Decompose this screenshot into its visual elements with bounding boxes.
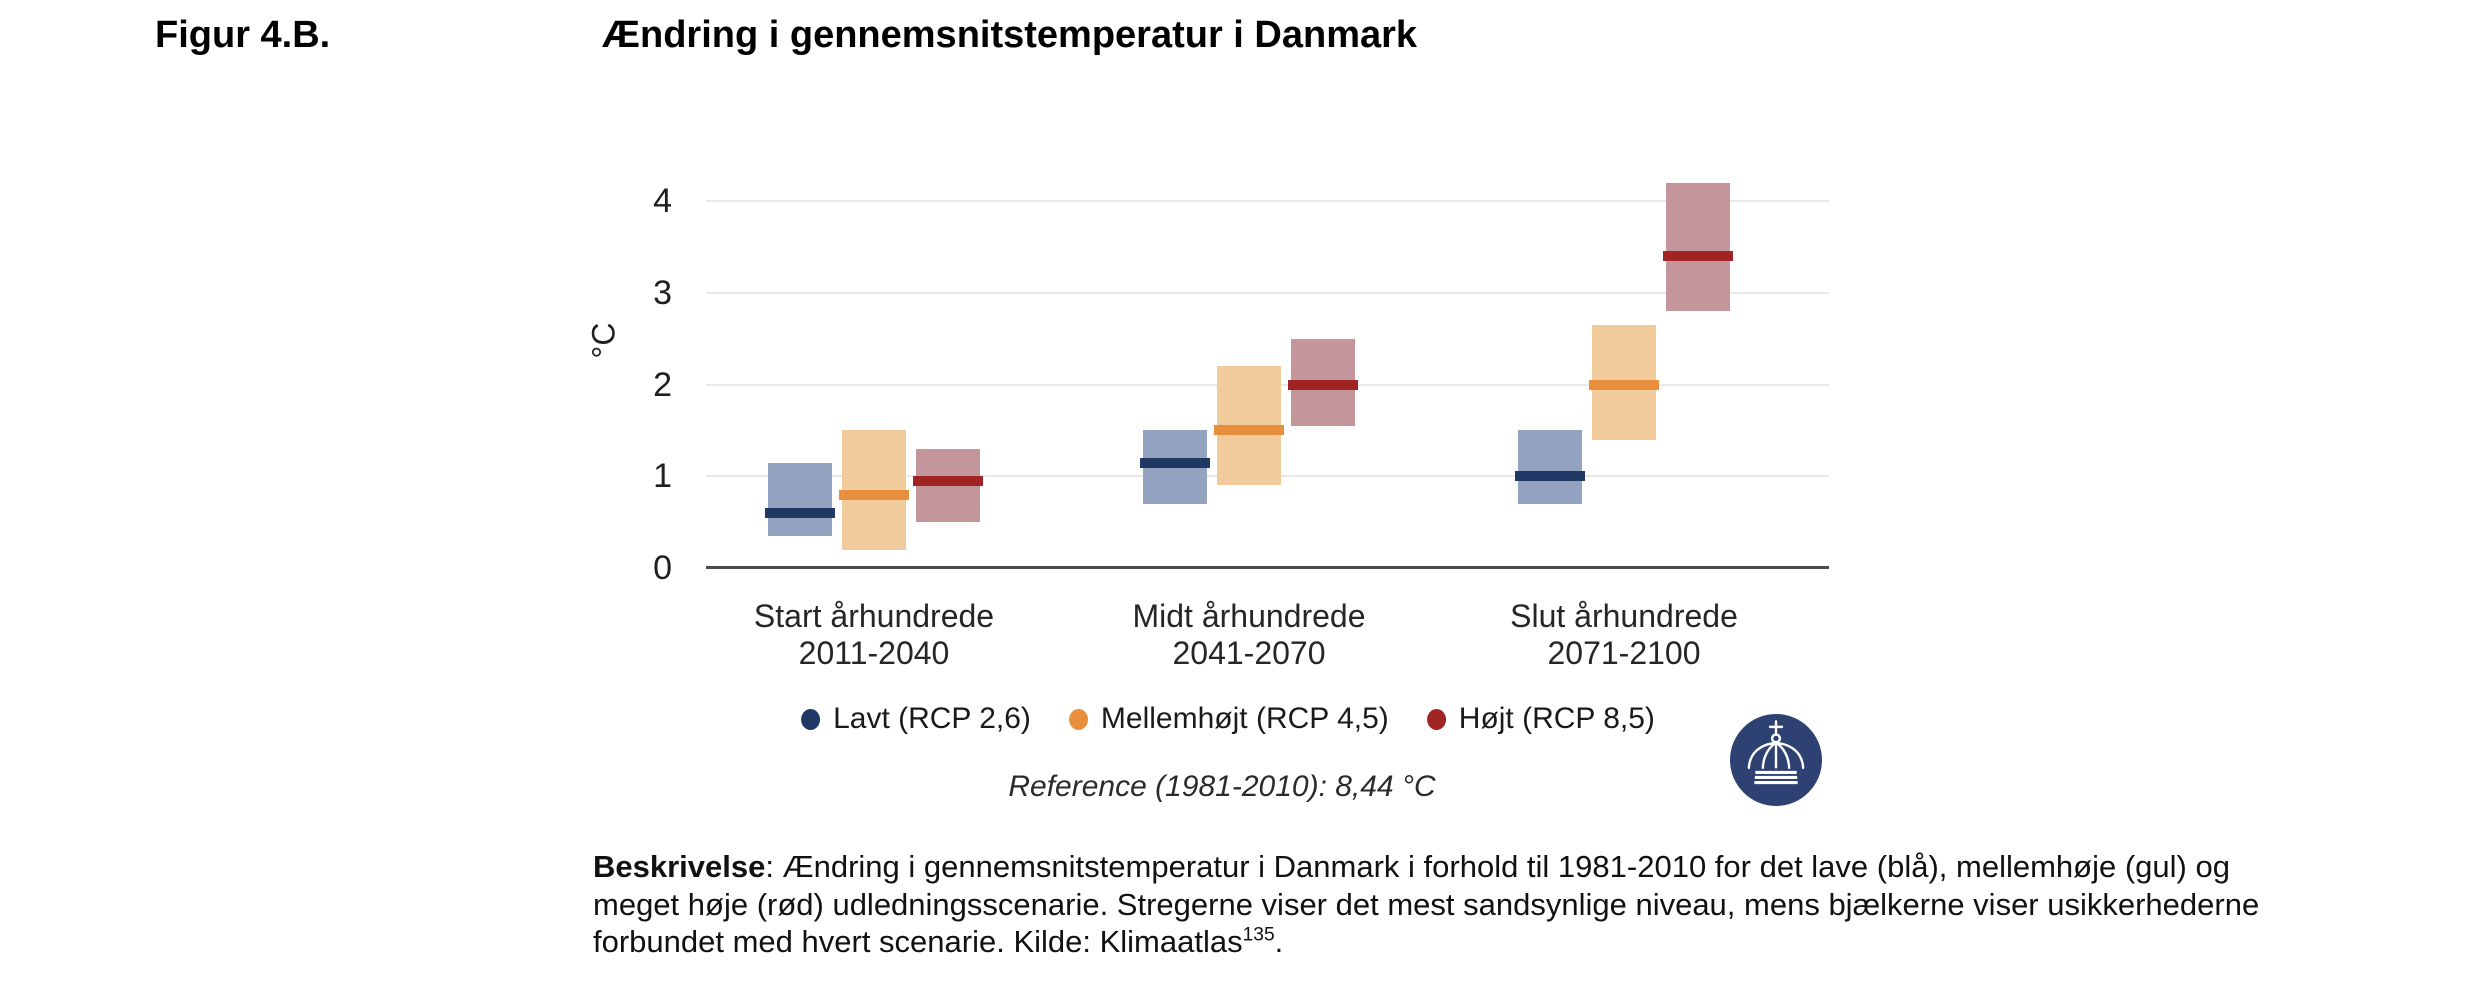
likely-value-line-s1-c1 <box>1214 425 1284 436</box>
x-axis-label-years: 2011-2040 <box>798 635 950 671</box>
plot-area <box>706 160 1829 569</box>
y-axis-unit-label: °C <box>585 322 622 359</box>
crown-icon <box>1730 714 1822 806</box>
description-label: Beskrivelse <box>593 849 766 884</box>
x-axis-label-years: 2071-2100 <box>1547 635 1701 671</box>
y-axis-tick: 0 <box>653 549 672 587</box>
likely-value-line-s2-c2 <box>1663 251 1733 262</box>
figure-description: Beskrivelse: Ændring i gennemsnitstemper… <box>593 848 2298 961</box>
crown-logo <box>1730 714 1822 806</box>
gridline <box>706 291 1829 294</box>
description-tail: . <box>1274 924 1284 959</box>
y-axis-tick: 1 <box>653 457 672 496</box>
description-body: : Ændring i gennemsnitstemperatur i Danm… <box>593 849 2260 959</box>
figure-number: Figur 4.B. <box>155 14 331 56</box>
legend-item-s1: Mellemhøjt (RCP 4,5) <box>1068 702 1389 736</box>
legend-item-s2: Højt (RCP 8,5) <box>1426 702 1655 736</box>
x-axis-label-c0: Start århundrede 2011-2040 <box>674 598 1074 672</box>
x-axis-label-period: Start århundrede <box>753 598 995 634</box>
y-axis-tick: 2 <box>653 365 672 404</box>
chart-legend: Lavt (RCP 2,6) Mellemhøjt (RCP 4,5) Højt (… <box>801 702 1655 736</box>
y-axis-tick: 4 <box>653 182 672 221</box>
legend-label: Mellemhøjt (RCP 4,5) <box>1100 702 1389 735</box>
likely-value-line-s2-c0 <box>913 475 983 486</box>
x-axis-label-period: Slut århundrede <box>1510 598 1738 634</box>
legend-label: Højt (RCP 8,5) <box>1458 702 1655 735</box>
likely-value-line-s2-c1 <box>1288 379 1358 390</box>
uncertainty-bar-s0-c0 <box>768 462 832 536</box>
likely-value-line-s0-c0 <box>765 507 835 518</box>
x-axis-label-period: Midt århundrede <box>1132 598 1366 634</box>
x-axis-label-c1: Midt århundrede 2041-2070 <box>1049 598 1449 672</box>
x-axis-label-c2: Slut århundrede 2071-2100 <box>1424 598 1824 672</box>
gridline <box>706 200 1829 203</box>
uncertainty-bar-s0-c2 <box>1518 430 1582 504</box>
uncertainty-bar-s2-c2 <box>1666 182 1730 312</box>
footnote-marker: 135 <box>1242 924 1275 946</box>
likely-value-line-s0-c2 <box>1515 471 1585 482</box>
figure-title: Ændring i gennemsnitstemperatur i Danmar… <box>602 14 1418 56</box>
legend-dot-icon <box>1426 708 1446 730</box>
likely-value-line-s1-c0 <box>839 489 909 500</box>
x-axis-label-years: 2041-2070 <box>1172 635 1326 671</box>
reference-note: Reference (1981-2010): 8,44 °C <box>1008 770 1436 803</box>
likely-value-line-s1-c2 <box>1589 379 1659 390</box>
legend-label: Lavt (RCP 2,6) <box>833 702 1031 735</box>
legend-item-s0: Lavt (RCP 2,6) <box>801 702 1031 736</box>
x-axis-line <box>706 566 1829 569</box>
y-axis-tick: 3 <box>653 273 672 312</box>
legend-dot-icon <box>1068 708 1088 730</box>
likely-value-line-s0-c1 <box>1140 457 1210 468</box>
legend-dot-icon <box>801 708 821 730</box>
